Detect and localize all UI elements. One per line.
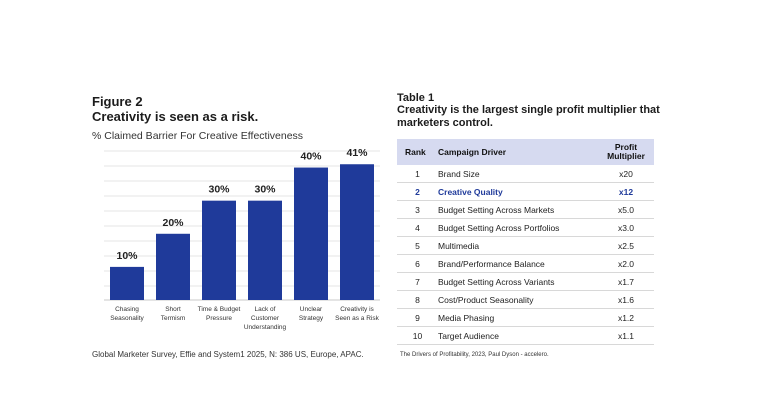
row-multiplier: x1.7	[598, 272, 654, 291]
row-rank: 6	[397, 254, 438, 273]
header-rank: Rank	[397, 139, 438, 165]
data-label: 41%	[346, 147, 368, 159]
x-tick-label: Unclear	[300, 306, 323, 313]
table-row: 4 Budget Setting Across Portfolios x3.0	[397, 218, 654, 237]
figure-label: Figure 2	[92, 94, 143, 109]
row-rank: 3	[397, 200, 438, 219]
row-campaign-driver: Cost/Product Seasonality	[438, 290, 598, 309]
x-tick-label: Chasing	[115, 306, 139, 313]
x-tick-label: Termism	[161, 315, 186, 322]
bar	[340, 164, 374, 300]
data-label: 10%	[116, 250, 138, 262]
row-multiplier: x1.6	[598, 290, 654, 309]
bar-chart: 10% Chasing Seasonality 20% Short Termism 30% T…	[104, 147, 380, 331]
figure-source: Global Marketer Survey, Effie and System…	[92, 350, 364, 359]
x-tick-label: Lack of	[255, 306, 276, 313]
figure-title: Creativity is seen as a risk.	[92, 109, 259, 124]
row-campaign-driver: Media Phasing	[438, 308, 598, 327]
table-row: 3 Budget Setting Across Markets x5.0	[397, 200, 654, 219]
data-label: 30%	[254, 184, 276, 196]
row-rank: 7	[397, 272, 438, 291]
x-tick-label: Customer	[251, 315, 280, 322]
x-tick-label: Understanding	[244, 324, 287, 331]
row-campaign-driver: Brand Size	[438, 165, 598, 183]
row-rank: 2	[397, 182, 438, 201]
x-tick-label: Time & Budget	[198, 306, 241, 313]
row-campaign-driver: Multimedia	[438, 236, 598, 255]
x-tick-label: Seen as a Risk	[335, 315, 379, 322]
table-row: 5 Multimedia x2.5	[397, 236, 654, 255]
data-label: 40%	[300, 151, 322, 163]
row-multiplier: x2.0	[598, 254, 654, 273]
table-row: 1 Brand Size x20	[397, 165, 654, 183]
row-campaign-driver: Budget Setting Across Variants	[438, 272, 598, 291]
x-tick-label: Creativity is	[340, 306, 374, 313]
data-label: 20%	[162, 217, 184, 229]
header-profit-multiplier: Profit Multiplier	[598, 139, 654, 165]
figure-subtitle: % Claimed Barrier For Creative Effective…	[92, 130, 304, 142]
x-tick-label: Pressure	[206, 315, 232, 322]
row-campaign-driver: Budget Setting Across Markets	[438, 200, 598, 219]
row-multiplier: x1.2	[598, 308, 654, 327]
row-rank: 1	[397, 165, 438, 183]
table-row: 9 Media Phasing x1.2	[397, 308, 654, 327]
table-title: Creativity is the largest single profit …	[397, 104, 660, 129]
x-tick-label: Short	[165, 306, 181, 313]
table-row: 7 Budget Setting Across Variants x1.7	[397, 272, 654, 291]
table-row: 8 Cost/Product Seasonality x1.6	[397, 290, 654, 309]
table-row: 2 Creative Quality x12	[397, 182, 654, 201]
table-source: The Drivers of Profitability, 2023, Paul…	[400, 352, 549, 358]
bar	[248, 200, 282, 300]
header-campaign-driver: Campaign Driver	[438, 139, 598, 165]
row-campaign-driver: Brand/Performance Balance	[438, 254, 598, 273]
row-rank: 4	[397, 218, 438, 237]
row-rank: 8	[397, 290, 438, 309]
header-multiplier-line2: Multiplier	[607, 151, 645, 161]
row-campaign-driver: Budget Setting Across Portfolios	[438, 218, 598, 237]
data-label: 30%	[208, 184, 230, 196]
table-row: 6 Brand/Performance Balance x2.0	[397, 254, 654, 273]
row-multiplier: x3.0	[598, 218, 654, 237]
bar	[110, 266, 144, 300]
row-campaign-driver: Target Audience	[438, 326, 598, 345]
profit-multiplier-table: Rank Campaign Driver Profit Multiplier 1…	[397, 139, 654, 345]
row-rank: 10	[397, 326, 438, 345]
table-label: Table 1	[397, 92, 435, 104]
row-multiplier: x20	[598, 165, 654, 183]
bar	[294, 167, 328, 300]
row-rank: 5	[397, 236, 438, 255]
row-multiplier: x1.1	[598, 326, 654, 345]
row-multiplier: x2.5	[598, 236, 654, 255]
row-multiplier: x5.0	[598, 200, 654, 219]
x-tick-label: Strategy	[299, 315, 324, 322]
table-header-row: Rank Campaign Driver Profit Multiplier	[397, 139, 654, 165]
table-row: 10 Target Audience x1.1	[397, 326, 654, 345]
row-multiplier: x12	[598, 182, 654, 201]
row-rank: 9	[397, 308, 438, 327]
header-multiplier-line1: Profit	[614, 142, 638, 152]
bar	[156, 233, 190, 300]
row-campaign-driver: Creative Quality	[438, 182, 598, 201]
x-tick-label: Seasonality	[110, 315, 144, 322]
bar	[202, 200, 236, 300]
